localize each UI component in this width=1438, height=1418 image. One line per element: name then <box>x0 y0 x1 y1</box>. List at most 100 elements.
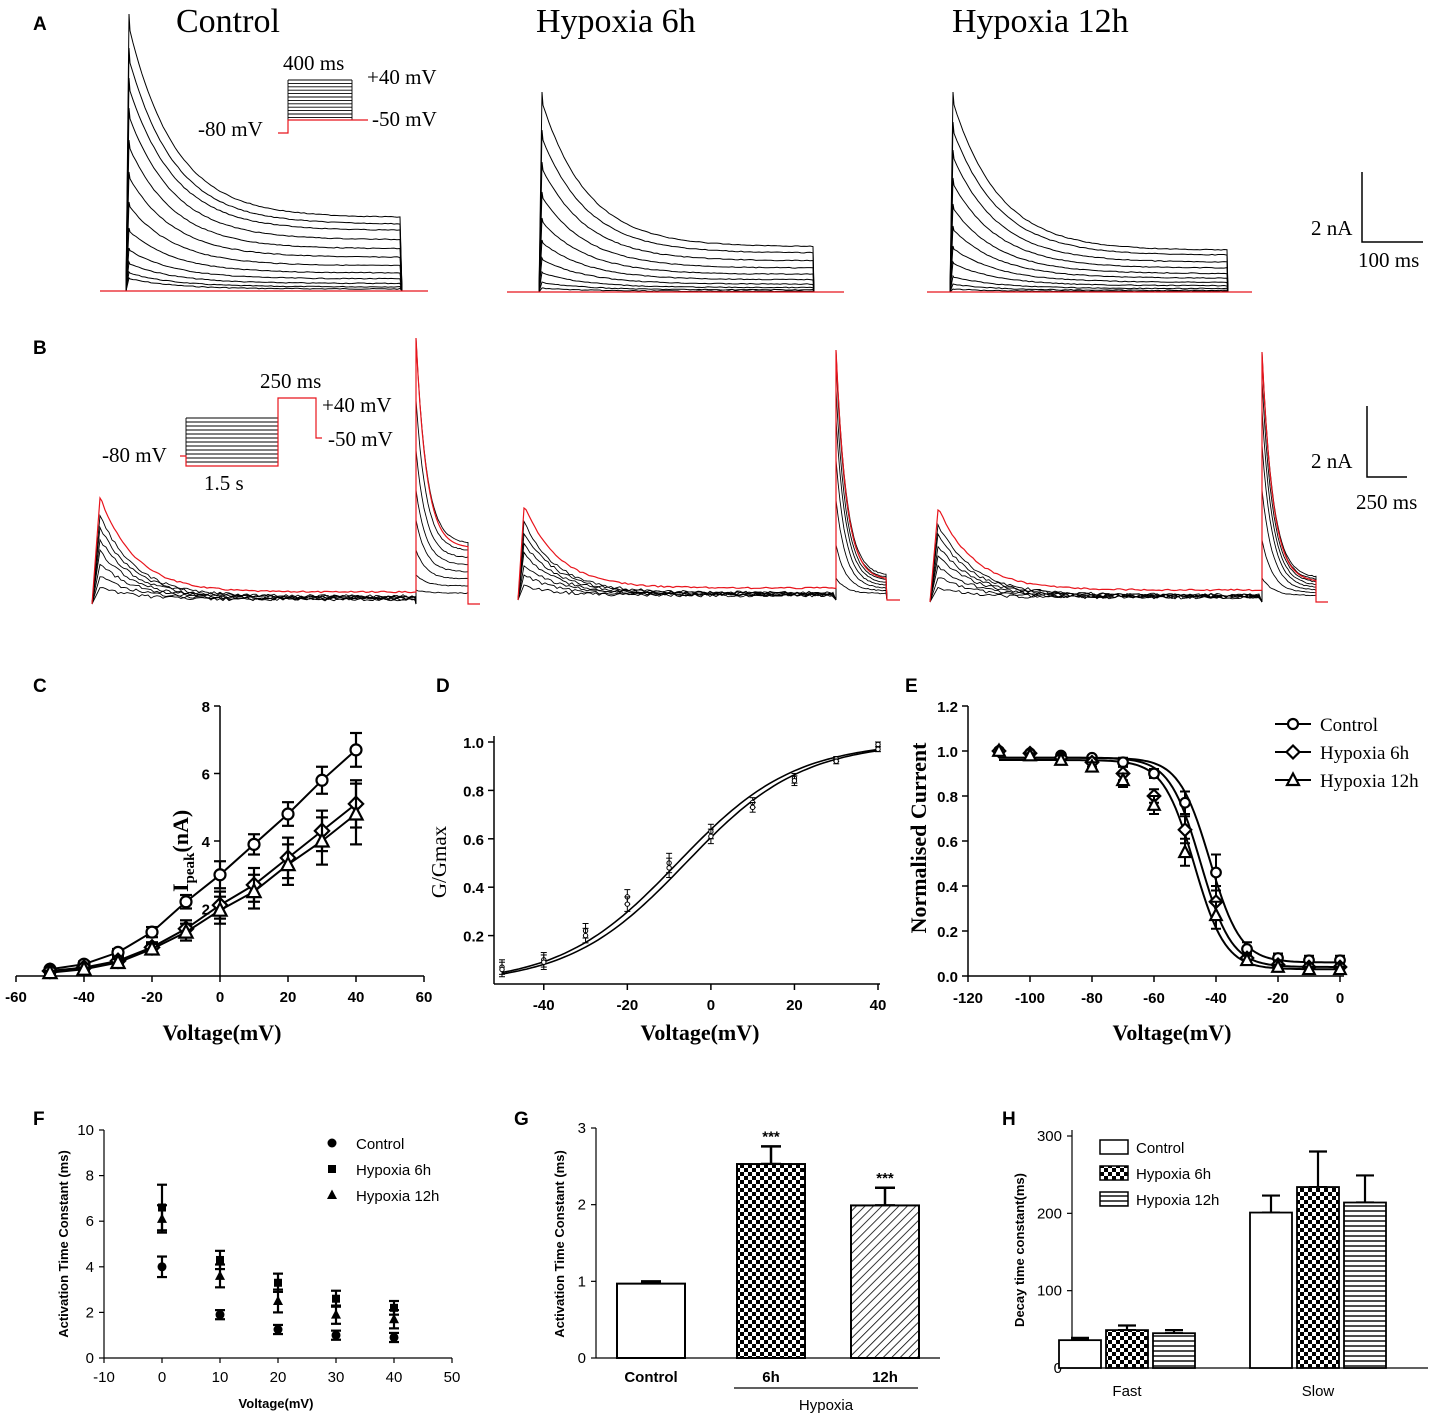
data-point <box>279 855 297 872</box>
x-tick-label: 0 <box>158 1369 166 1386</box>
current-trace <box>100 260 428 292</box>
group-label: Hypoxia <box>799 1397 854 1414</box>
bar-group-12h: *** 12h <box>850 1170 920 1386</box>
scale-b-time: 250 ms <box>1356 490 1417 514</box>
data-point <box>1301 960 1317 976</box>
data-point <box>991 742 1007 757</box>
prepulse-trace <box>517 551 837 601</box>
y-axis-label-unit: (nA) <box>168 810 193 853</box>
bar <box>736 1163 806 1359</box>
protocol-b-low-voltage: -50 mV <box>328 427 393 451</box>
data-point <box>1179 796 1191 809</box>
legend-marker <box>327 1189 337 1199</box>
chart-f-activation-tau: -10 0 10 20 30 40 50 0 2 4 6 8 10 Voltage(mV) Activati… <box>56 1122 460 1411</box>
y-tick-label: 0.2 <box>937 924 958 941</box>
y-tick-label: 10 <box>77 1122 94 1139</box>
y-tick-label: 0.4 <box>937 879 959 896</box>
category-label: Fast <box>1112 1383 1142 1400</box>
x-tick-label: 20 <box>786 997 803 1014</box>
data-point <box>624 901 631 907</box>
x-tick-label: -20 <box>616 997 638 1014</box>
prepulse-trace <box>517 532 837 601</box>
scale-bar-b: 2 nA 250 ms <box>1311 406 1417 514</box>
data-point <box>1084 758 1100 773</box>
trace-title-control: Control <box>176 3 280 40</box>
y-tick-label: 100 <box>1037 1283 1062 1300</box>
trace-group-b-1 <box>517 349 900 601</box>
test-pulse-trace <box>835 349 900 601</box>
data-point <box>211 900 229 917</box>
y-tick-label: 6 <box>86 1213 94 1230</box>
data-point <box>215 1310 225 1320</box>
current-trace <box>100 13 428 292</box>
data-point <box>1177 821 1193 838</box>
data-point <box>875 741 881 748</box>
protocol-a-low-voltage: -50 mV <box>372 107 437 131</box>
data-point <box>1208 906 1224 922</box>
current-trace <box>100 107 428 292</box>
y-tick-label: 1 <box>578 1273 586 1290</box>
panel-label-c: C <box>33 676 47 697</box>
data-point <box>273 1295 283 1305</box>
y-tick-label: 8 <box>86 1168 94 1185</box>
current-trace <box>507 161 844 293</box>
test-pulse-trace <box>415 574 480 605</box>
x-tick-label: -40 <box>73 989 95 1006</box>
protocol-b-duration: 250 ms <box>260 369 321 393</box>
fit-line <box>49 813 357 974</box>
data-point <box>541 959 547 965</box>
panel-label-d: D <box>436 676 450 697</box>
traces-row-a <box>100 13 1252 293</box>
test-pulse-trace <box>1261 576 1328 603</box>
bar <box>1058 1339 1102 1369</box>
prepulse-trace <box>91 538 417 605</box>
current-trace <box>927 177 1252 293</box>
y-tick-label: 0.6 <box>463 832 484 849</box>
x-tick-label: -20 <box>1267 990 1289 1007</box>
test-pulse-trace <box>415 489 480 605</box>
current-trace <box>507 281 844 293</box>
boltzmann-fit <box>999 759 1340 971</box>
bar-group-slow: Slow <box>1249 1150 1387 1400</box>
data-point <box>145 925 159 939</box>
current-trace <box>507 129 844 293</box>
chart-g-activation-bars: 0 1 2 3 Activation Time Constant (ms) Control… <box>552 1120 940 1414</box>
data-point <box>216 1255 224 1264</box>
test-pulse-trace <box>1261 444 1328 603</box>
prepulse-trace <box>517 519 837 601</box>
current-trace <box>100 47 428 292</box>
chart-d-conductance: -40 -20 0 20 40 0.2 0.4 0.6 0.8 1.0 Voltage(mV) G/G… <box>427 735 886 1045</box>
current-trace <box>507 270 844 293</box>
boltzmann-fit <box>501 748 879 974</box>
data-point <box>313 831 331 848</box>
test-pulse-trace <box>835 459 900 601</box>
panel-label-b: B <box>33 338 47 359</box>
data-point <box>1177 843 1193 859</box>
category-label: 12h <box>872 1369 898 1386</box>
y-tick-label: 0.8 <box>463 783 484 800</box>
bar <box>1249 1211 1293 1369</box>
significance-marker: *** <box>762 1128 780 1145</box>
legend-swatch <box>1099 1139 1129 1155</box>
legend-f: Control Hypoxia 6h Hypoxia 12h <box>327 1136 439 1205</box>
x-tick-label: -20 <box>141 989 163 1006</box>
panel-label-g: G <box>514 1109 529 1130</box>
bar <box>850 1204 920 1360</box>
data-point <box>179 895 193 909</box>
y-tick-label: 1.0 <box>463 735 484 752</box>
chart-c-iv-curve: -60 -40 -20 0 20 40 60 2 4 6 8 Voltage(mV) Ipeak(nA) <box>5 699 432 1045</box>
protocol-a: 400 ms +40 mV -80 mV -50 mV <box>198 51 437 141</box>
bar <box>1105 1329 1149 1369</box>
current-trace <box>927 225 1252 293</box>
data-point <box>1053 751 1069 766</box>
boltzmann-fit <box>999 756 1340 968</box>
current-trace <box>100 201 428 292</box>
series-hypoxia-12h <box>41 782 365 980</box>
legend-label: Control <box>1320 715 1378 736</box>
data-point <box>281 807 295 821</box>
data-point <box>390 1303 398 1312</box>
legend-label: Hypoxia 6h <box>1136 1166 1211 1183</box>
legend-label: Control <box>356 1136 404 1153</box>
category-label: Slow <box>1302 1383 1335 1400</box>
legend-marker <box>1284 743 1302 761</box>
